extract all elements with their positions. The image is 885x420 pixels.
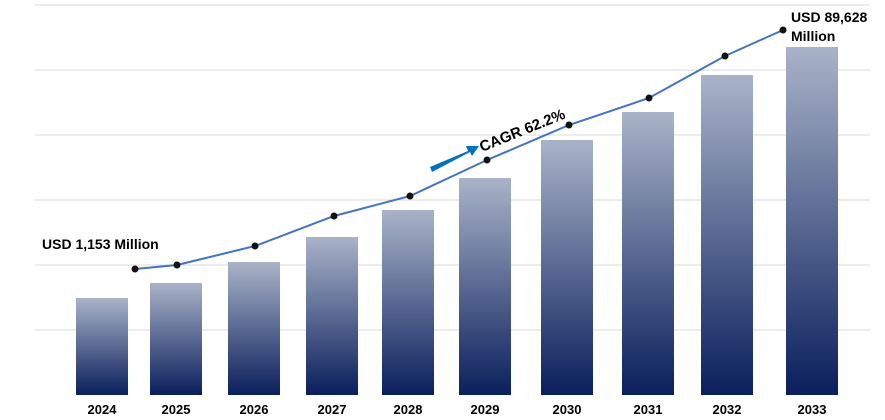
- x-tick-label: 2031: [634, 402, 663, 417]
- x-tick-label: 2025: [162, 402, 191, 417]
- trend-point-2026: [251, 242, 259, 250]
- cagr-arrow-icon: [430, 146, 479, 172]
- trend-point-2030: [565, 121, 573, 129]
- x-tick-label: 2027: [318, 402, 347, 417]
- bar-2024: [76, 298, 128, 395]
- bar-2029: [459, 178, 511, 395]
- end-annotation-line2: Million: [791, 28, 835, 44]
- x-tick-label: 2026: [240, 402, 269, 417]
- bar-2028: [382, 210, 434, 395]
- trend-point-2032: [721, 52, 729, 60]
- bar-2032: [701, 75, 753, 395]
- x-tick-label: 2029: [471, 402, 500, 417]
- bar-2033: [786, 47, 838, 395]
- x-tick-label: 2024: [88, 402, 118, 417]
- x-tick-label: 2032: [713, 402, 742, 417]
- bar-2031: [622, 112, 674, 395]
- bar-2030: [541, 140, 593, 395]
- trend-point-2024: [131, 265, 139, 273]
- end-annotation-line1: USD 89,628: [791, 9, 867, 25]
- bar-2026: [228, 262, 280, 395]
- trend-line-group: [131, 26, 787, 273]
- x-axis-ticks: 2024 2025 2026 2027 2028 2029 2030 2031 2032 2033: [88, 402, 827, 417]
- trend-point-2028: [406, 192, 414, 200]
- trend-point-2033: [779, 26, 787, 34]
- start-annotation: USD 1,153 Million: [42, 236, 159, 252]
- trend-point-2025: [173, 261, 181, 269]
- x-tick-label: 2030: [553, 402, 582, 417]
- x-tick-label: 2028: [394, 402, 423, 417]
- trend-point-2031: [645, 94, 653, 102]
- bar-2025: [150, 283, 202, 395]
- trend-point-2029: [483, 156, 491, 164]
- trend-line: [134, 29, 784, 270]
- x-tick-label: 2033: [798, 402, 827, 417]
- bar-2027: [306, 237, 358, 395]
- trend-point-2027: [330, 212, 338, 220]
- bars-group: [76, 47, 838, 395]
